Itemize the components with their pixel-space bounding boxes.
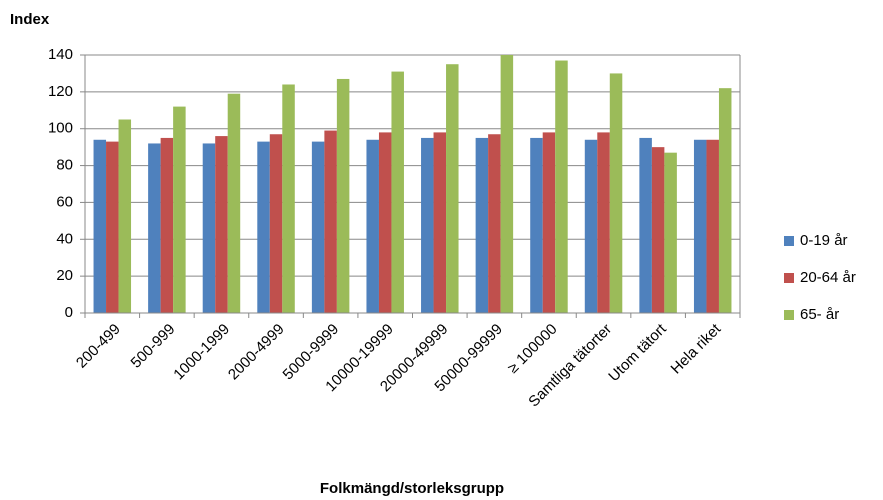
legend-label: 65- år: [800, 306, 839, 323]
bar: [366, 139, 379, 313]
bar: [336, 78, 350, 313]
bar: [475, 137, 489, 313]
y-axis-title: Index: [10, 11, 50, 28]
y-tick-label: 0: [65, 304, 73, 321]
bar: [324, 130, 337, 313]
bar: [421, 137, 434, 313]
x-tick-label: 200-499: [73, 321, 124, 372]
bar: [215, 136, 228, 313]
y-tick-label: 100: [48, 120, 73, 137]
bar: [118, 119, 132, 313]
legend-swatch: [784, 310, 794, 320]
x-axis-title: Folkmängd/storleksgrupp: [320, 480, 504, 497]
bar: [639, 137, 652, 313]
bar: [311, 141, 325, 313]
bar: [106, 141, 119, 313]
bar: [597, 132, 610, 313]
y-tick-label: 120: [48, 83, 73, 100]
y-tick-label: 80: [56, 157, 73, 174]
bar: [542, 132, 556, 313]
bar: [488, 134, 501, 313]
bar: [651, 147, 665, 313]
bar: [555, 60, 568, 314]
bar: [718, 88, 732, 314]
y-tick-label: 140: [48, 46, 73, 63]
bar: [160, 137, 174, 313]
bar: [693, 139, 707, 313]
y-tick-label: 40: [56, 230, 73, 247]
x-tick-label: Utom tätort: [605, 320, 670, 385]
x-tick-label: 500-999: [128, 321, 179, 372]
bar: [609, 73, 623, 313]
bar: [433, 132, 447, 313]
bar: [269, 134, 283, 313]
x-tick-label: 2000-4999: [225, 321, 288, 384]
bar: [584, 139, 598, 313]
legend-label: 20-64 år: [800, 269, 856, 286]
bar: [391, 71, 404, 313]
bar: [257, 141, 270, 313]
bar: [378, 132, 392, 313]
y-tick-label: 20: [56, 267, 73, 284]
bar: [706, 139, 719, 313]
bar: [282, 84, 295, 313]
bar: [93, 139, 107, 313]
legend-swatch: [784, 236, 794, 246]
bar: [173, 106, 186, 313]
x-tick-label: Hela riket: [668, 320, 725, 377]
legend-label: 0-19 år: [800, 232, 848, 249]
legend-swatch: [784, 273, 794, 283]
bar: [202, 143, 216, 313]
bar: [500, 55, 514, 313]
x-tick-label: 1000-1999: [170, 321, 233, 384]
bar: [148, 143, 161, 313]
bar: [227, 93, 241, 313]
y-tick-label: 60: [56, 193, 73, 210]
bar: [530, 137, 543, 313]
bar: [664, 152, 677, 313]
x-tick-label: ≥ 100000: [504, 321, 560, 377]
bar: [446, 64, 459, 313]
